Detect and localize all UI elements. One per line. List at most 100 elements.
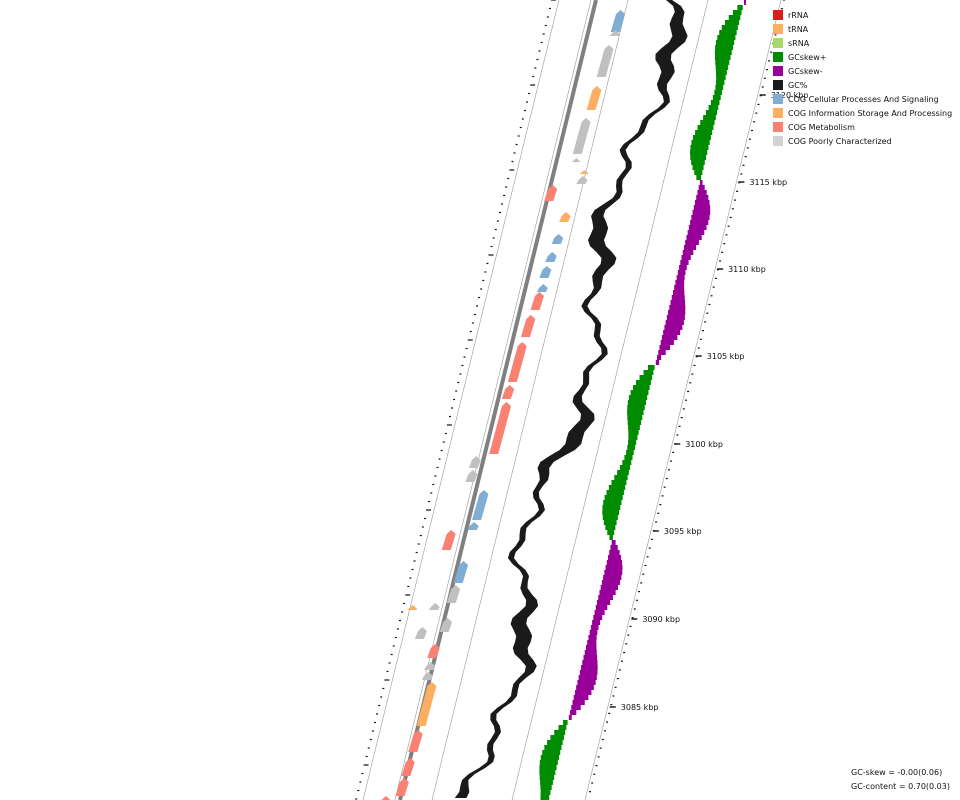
gc-skew-block-5 — [721, 25, 738, 30]
gc-skew-block-0 — [744, 0, 746, 5]
gc-skew-block-38 — [697, 190, 707, 195]
gc-skew-block-44 — [690, 220, 709, 225]
gene-24 — [453, 561, 469, 583]
gc-skew-block-124 — [592, 620, 601, 625]
guide-line-4 — [584, 0, 782, 800]
gc-skew-block-150 — [542, 750, 561, 755]
gc-skew-block-82 — [627, 410, 644, 415]
gc-skew-block-18 — [714, 90, 722, 95]
gc-skew-block-19 — [712, 95, 721, 100]
gc-skew-block-11 — [714, 55, 731, 60]
gc-skew-block-86 — [628, 430, 639, 435]
gc-skew-block-25 — [697, 125, 714, 130]
legend-label-rrna: rRNA — [788, 10, 809, 20]
gc-skew-block-91 — [624, 455, 633, 460]
kbp-label-6: 3090 kbp — [642, 615, 680, 624]
legend-swatch-srna — [773, 38, 783, 48]
gc-skew-block-114 — [604, 570, 623, 575]
gc-skew-block-72 — [655, 360, 660, 365]
gene-12 — [539, 266, 552, 278]
gc-skew-block-74 — [643, 370, 654, 375]
gc-skew-block-36 — [699, 180, 703, 185]
gene-26 — [407, 605, 418, 610]
gene-15 — [520, 315, 536, 337]
gene-1 — [609, 30, 621, 36]
gene-25 — [446, 585, 461, 603]
gc-skew-block-8 — [715, 40, 735, 45]
kbp-label-5: 3095 kbp — [664, 527, 702, 536]
gc-skew-block-2 — [732, 10, 742, 15]
gc-skew-block-106 — [607, 530, 615, 535]
legend-label-cog-cellular: COG Cellular Processes And Signaling — [788, 94, 939, 104]
gene-13 — [536, 284, 548, 292]
gc-skew-block-79 — [628, 395, 648, 400]
gc-skew-block-95 — [614, 475, 628, 480]
gc-skew-block-132 — [582, 660, 598, 665]
gene-18 — [489, 402, 512, 454]
legend-item-cog-metabolism: COG Metabolism — [773, 120, 952, 134]
legend-item-trna: tRNA — [773, 22, 952, 36]
gc-skew-block-28 — [691, 140, 710, 145]
gc-skew-block-131 — [583, 655, 598, 660]
gc-skew-block-133 — [581, 665, 598, 670]
gc-skew-block-129 — [585, 645, 597, 650]
gene-7 — [576, 176, 588, 184]
gc-skew-block-24 — [700, 120, 715, 125]
gene-4 — [572, 118, 591, 154]
gc-skew-block-102 — [602, 510, 620, 515]
gene-16 — [507, 342, 527, 382]
gc-skew-block-113 — [605, 565, 623, 570]
gene-35 — [401, 758, 415, 776]
gc-skew-block-45 — [688, 225, 707, 230]
gc-skew-block-157 — [540, 785, 552, 790]
gc-skew-block-73 — [647, 365, 655, 370]
legend-label-gcskew-pos: GCskew+ — [788, 52, 827, 62]
legend-item-cog-poor: COG Poorly Characterized — [773, 134, 952, 148]
gc-skew-block-30 — [690, 150, 708, 155]
gene-17 — [501, 385, 515, 399]
gc-skew-block-77 — [633, 385, 650, 390]
gc-skew-block-84 — [627, 420, 642, 425]
gc-skew-block-127 — [588, 635, 597, 640]
gc-skew-block-47 — [686, 235, 702, 240]
gc-skew-block-125 — [590, 625, 599, 630]
gc-skew-block-52 — [680, 260, 689, 265]
gc-skew-block-53 — [679, 265, 687, 270]
gene-6 — [578, 170, 589, 174]
gc-skew-block-115 — [603, 575, 622, 580]
legend-item-srna: sRNA — [773, 36, 952, 50]
gc-skew-block-39 — [696, 195, 709, 200]
gc-skew-block-139 — [573, 695, 589, 700]
gc-skew-block-58 — [672, 290, 685, 295]
gc-skew-block-134 — [579, 670, 598, 675]
gc-skew-block-48 — [685, 240, 699, 245]
gene-37 — [381, 796, 391, 800]
gene-27 — [429, 603, 440, 610]
gc-skew-block-43 — [691, 215, 710, 220]
kbp-label-1: 3115 kbp — [749, 178, 787, 187]
gc-skew-block-97 — [608, 485, 626, 490]
gene-14 — [530, 292, 544, 310]
gc-skew-block-6 — [719, 30, 737, 35]
legend-item-rrna: rRNA — [773, 8, 952, 22]
gc-skew-block-152 — [539, 760, 558, 765]
gene-21 — [472, 490, 489, 520]
gene-8 — [544, 185, 558, 201]
gc-skew-block-62 — [668, 310, 686, 315]
gc-skew-block-9 — [715, 45, 733, 50]
gc-skew-block-119 — [598, 595, 613, 600]
gc-skew-block-158 — [540, 790, 551, 795]
gc-skew-block-29 — [690, 145, 709, 150]
gene-23 — [441, 530, 456, 550]
gc-skew-block-15 — [716, 75, 726, 80]
gc-skew-block-68 — [660, 340, 674, 345]
gene-29 — [414, 627, 427, 639]
kbp-label-3: 3105 kbp — [707, 352, 745, 361]
gc-skew-block-71 — [657, 355, 662, 360]
gc-skew-block-117 — [600, 585, 619, 590]
gc-skew-block-148 — [547, 740, 563, 745]
gene-0 — [610, 10, 626, 32]
legend-swatch-cog-poor — [773, 136, 783, 146]
gc-skew-block-153 — [539, 765, 557, 770]
